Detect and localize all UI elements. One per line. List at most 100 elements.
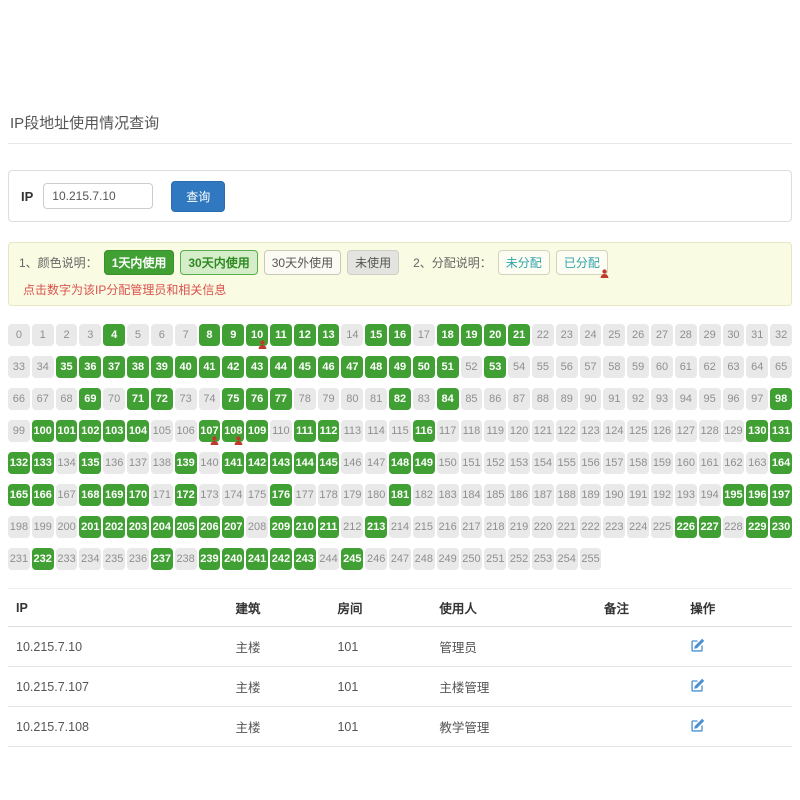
ip-cell-10[interactable]: 10 <box>246 324 268 349</box>
ip-cell-0[interactable]: 0 <box>8 324 30 346</box>
ip-cell-136[interactable]: 136 <box>103 452 126 474</box>
ip-cell-86[interactable]: 86 <box>484 388 507 410</box>
ip-cell-129[interactable]: 129 <box>722 420 745 442</box>
ip-cell-30[interactable]: 30 <box>722 324 745 346</box>
ip-cell-200[interactable]: 200 <box>55 516 78 538</box>
ip-cell-137[interactable]: 137 <box>127 452 149 474</box>
ip-cell-5[interactable]: 5 <box>127 324 149 346</box>
ip-cell-245[interactable]: 245 <box>341 548 364 570</box>
ip-cell-167[interactable]: 167 <box>55 484 78 506</box>
ip-cell-65[interactable]: 65 <box>770 356 792 378</box>
ip-cell-215[interactable]: 215 <box>412 516 435 538</box>
ip-cell-120[interactable]: 120 <box>508 420 530 442</box>
ip-cell-117[interactable]: 117 <box>436 420 459 442</box>
ip-cell-85[interactable]: 85 <box>460 388 483 410</box>
ip-cell-242[interactable]: 242 <box>270 548 292 570</box>
ip-cell-124[interactable]: 124 <box>603 420 626 442</box>
ip-cell-166[interactable]: 166 <box>31 484 54 506</box>
ip-cell-53[interactable]: 53 <box>484 356 507 378</box>
ip-cell-101[interactable]: 101 <box>55 420 78 442</box>
ip-cell-127[interactable]: 127 <box>674 420 697 442</box>
ip-cell-91[interactable]: 91 <box>603 388 626 410</box>
ip-cell-34[interactable]: 34 <box>31 356 54 378</box>
ip-cell-151[interactable]: 151 <box>460 452 483 474</box>
ip-cell-97[interactable]: 97 <box>746 388 769 410</box>
ip-cell-158[interactable]: 158 <box>627 452 650 474</box>
ip-cell-217[interactable]: 217 <box>460 516 483 538</box>
ip-cell-169[interactable]: 169 <box>103 484 126 506</box>
ip-cell-204[interactable]: 204 <box>150 516 173 538</box>
ip-cell-103[interactable]: 103 <box>103 420 126 442</box>
ip-cell-95[interactable]: 95 <box>698 388 721 410</box>
ip-cell-61[interactable]: 61 <box>674 356 697 378</box>
ip-cell-29[interactable]: 29 <box>698 324 721 346</box>
ip-cell-187[interactable]: 187 <box>532 484 554 506</box>
ip-cell-33[interactable]: 33 <box>8 356 30 378</box>
ip-cell-122[interactable]: 122 <box>555 420 578 442</box>
ip-cell-182[interactable]: 182 <box>412 484 435 506</box>
ip-cell-192[interactable]: 192 <box>651 484 673 506</box>
ip-cell-57[interactable]: 57 <box>579 356 602 378</box>
ip-cell-171[interactable]: 171 <box>150 484 173 506</box>
ip-cell-13[interactable]: 13 <box>317 324 340 346</box>
ip-cell-44[interactable]: 44 <box>270 356 292 378</box>
ip-cell-83[interactable]: 83 <box>412 388 435 410</box>
ip-cell-78[interactable]: 78 <box>293 388 316 410</box>
ip-cell-175[interactable]: 175 <box>246 484 268 506</box>
ip-cell-233[interactable]: 233 <box>55 548 78 570</box>
ip-cell-126[interactable]: 126 <box>651 420 673 442</box>
ip-cell-11[interactable]: 11 <box>270 324 292 346</box>
ip-cell-180[interactable]: 180 <box>365 484 388 506</box>
ip-cell-113[interactable]: 113 <box>341 420 364 442</box>
ip-cell-43[interactable]: 43 <box>246 356 268 378</box>
ip-cell-96[interactable]: 96 <box>722 388 745 410</box>
ip-cell-138[interactable]: 138 <box>150 452 173 474</box>
edit-button[interactable] <box>690 718 705 733</box>
ip-cell-72[interactable]: 72 <box>150 388 173 410</box>
ip-cell-2[interactable]: 2 <box>55 324 78 346</box>
ip-cell-225[interactable]: 225 <box>651 516 673 538</box>
ip-cell-163[interactable]: 163 <box>746 452 769 474</box>
ip-cell-68[interactable]: 68 <box>55 388 78 410</box>
ip-cell-209[interactable]: 209 <box>270 516 292 538</box>
ip-cell-251[interactable]: 251 <box>484 548 507 570</box>
ip-cell-155[interactable]: 155 <box>555 452 578 474</box>
ip-cell-165[interactable]: 165 <box>8 484 30 506</box>
ip-cell-93[interactable]: 93 <box>651 388 673 410</box>
ip-cell-22[interactable]: 22 <box>532 324 554 346</box>
ip-cell-42[interactable]: 42 <box>222 356 245 378</box>
ip-cell-134[interactable]: 134 <box>55 452 78 474</box>
ip-cell-16[interactable]: 16 <box>389 324 411 346</box>
ip-cell-176[interactable]: 176 <box>270 484 292 506</box>
ip-cell-100[interactable]: 100 <box>31 420 54 442</box>
ip-cell-66[interactable]: 66 <box>8 388 30 410</box>
ip-cell-135[interactable]: 135 <box>79 452 102 474</box>
ip-cell-81[interactable]: 81 <box>365 388 388 410</box>
ip-cell-203[interactable]: 203 <box>127 516 149 538</box>
ip-cell-132[interactable]: 132 <box>8 452 30 474</box>
ip-cell-222[interactable]: 222 <box>579 516 602 538</box>
ip-cell-56[interactable]: 56 <box>555 356 578 378</box>
ip-cell-80[interactable]: 80 <box>341 388 364 410</box>
ip-cell-142[interactable]: 142 <box>246 452 268 474</box>
ip-cell-24[interactable]: 24 <box>579 324 602 346</box>
ip-cell-247[interactable]: 247 <box>389 548 411 570</box>
ip-cell-35[interactable]: 35 <box>55 356 78 378</box>
ip-cell-31[interactable]: 31 <box>746 324 769 346</box>
ip-cell-219[interactable]: 219 <box>508 516 530 538</box>
ip-cell-28[interactable]: 28 <box>674 324 697 346</box>
ip-cell-170[interactable]: 170 <box>127 484 149 506</box>
ip-cell-210[interactable]: 210 <box>293 516 316 538</box>
ip-cell-79[interactable]: 79 <box>317 388 340 410</box>
ip-cell-3[interactable]: 3 <box>79 324 102 346</box>
ip-cell-45[interactable]: 45 <box>293 356 316 378</box>
ip-cell-1[interactable]: 1 <box>31 324 54 346</box>
ip-cell-152[interactable]: 152 <box>484 452 507 474</box>
ip-cell-231[interactable]: 231 <box>8 548 30 570</box>
ip-cell-39[interactable]: 39 <box>150 356 173 378</box>
ip-cell-88[interactable]: 88 <box>532 388 554 410</box>
ip-cell-236[interactable]: 236 <box>127 548 149 570</box>
ip-cell-77[interactable]: 77 <box>270 388 292 410</box>
ip-cell-20[interactable]: 20 <box>484 324 507 346</box>
ip-cell-102[interactable]: 102 <box>79 420 102 442</box>
